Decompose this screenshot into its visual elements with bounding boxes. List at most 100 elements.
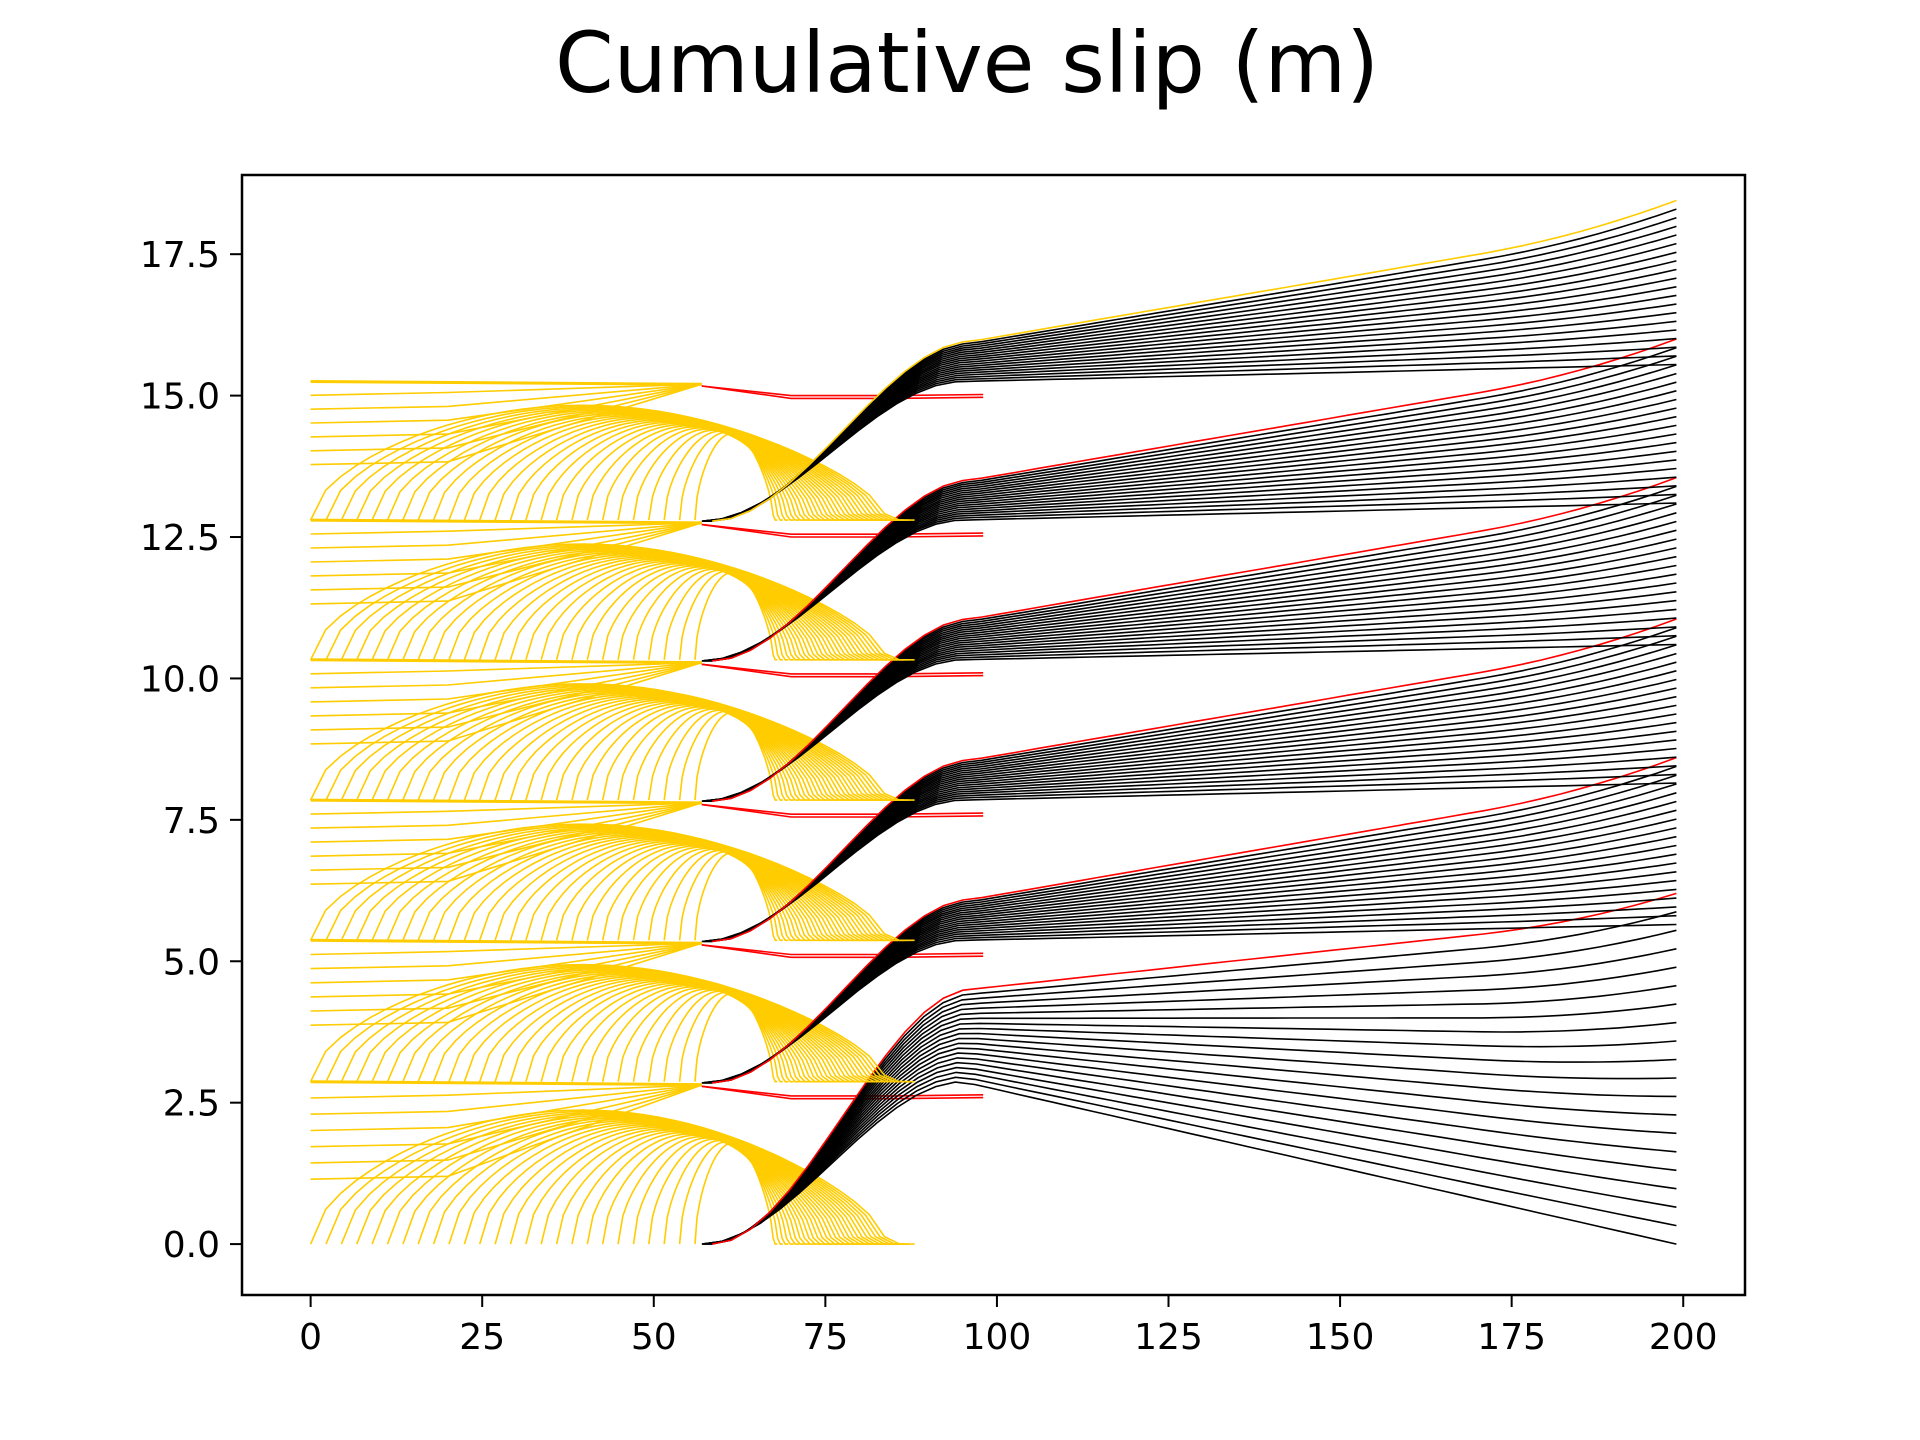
coseismic-flat-28 [310,1084,702,1148]
coseismic-flat-139 [310,802,702,843]
postseismic-line-312 [702,346,1677,522]
coseismic-flat-29 [310,1084,702,1132]
postseismic-line-37 [702,1071,1677,1245]
coseismic-line-80 [694,992,778,1083]
coseismic-flat-26 [310,1084,703,1180]
y-tick-label: 17.5 [140,235,220,276]
postseismic-line-326 [710,225,1677,522]
postseismic-line-45 [707,1032,1677,1245]
coseismic-line-135 [694,851,778,942]
coseismic-line-286 [478,416,855,521]
x-tick-label: 50 [631,1317,677,1358]
coseismic-line-172 [417,691,877,801]
coseismic-flat-192 [310,661,702,731]
coseismic-line-62 [417,971,877,1083]
postseismic-line-36 [702,1076,1677,1245]
earthquake-line-34 [701,1085,984,1100]
earthquake-line-144 [701,803,984,818]
postseismic-line-271 [710,364,1677,662]
postseismic-line-152 [705,721,1677,943]
postseismic-line-90 [701,923,1677,1084]
postseismic-line-49 [709,984,1677,1245]
coseismic-flat-302 [310,383,702,452]
coseismic-flat-305 [310,383,702,410]
y-tick-label: 0.0 [163,1225,220,1266]
coseismic-line-278 [355,407,899,521]
coseismic-line-281 [402,411,882,521]
postseismic-line-50 [709,966,1677,1245]
postseismic-line-161 [710,644,1677,943]
earthquake-line-308 [701,385,984,397]
earthquake-line-143 [701,803,984,815]
coseismic-line-279 [371,408,893,521]
coseismic-line-25 [694,1142,778,1245]
coseismic-top-197 [310,658,702,665]
coseismic-line-10 [463,1122,860,1245]
coseismic-line-190 [694,711,778,801]
postseismic-line-54 [711,892,1677,1245]
y-tick-label: 5.0 [163,942,220,983]
postseismic-line-257 [702,485,1677,662]
coseismic-flat-249 [310,522,702,563]
coseismic-flat-137 [310,802,702,871]
earthquake-line-33 [701,1085,984,1097]
y-axis: 0.0 2.5 5.0 7.5 10.0 12.5 15.0 17.5 [140,235,242,1266]
coseismic-line-223 [355,546,899,661]
coseismic-flat-83 [310,942,702,998]
coseismic-line-224 [371,547,893,661]
coseismic-flat-301 [310,383,703,466]
coseismic-line-116 [402,830,882,942]
postseismic-line-52 [710,929,1677,1245]
coseismic-flat-136 [310,802,703,885]
y-tick-label: 2.5 [163,1084,220,1125]
coseismic-line-61 [402,970,882,1083]
coseismic-line-168 [355,686,899,801]
coseismic-line-58 [355,967,899,1083]
postseismic-line-208 [706,573,1677,802]
coseismic-line-113 [355,826,899,942]
postseismic-line-47 [708,1021,1677,1245]
postseismic-line-44 [706,1037,1677,1245]
coseismic-flat-27 [310,1084,703,1164]
coseismic-flat-250 [310,522,702,549]
postseismic-line-51 [710,948,1677,1245]
coseismic-line-11 [478,1123,855,1245]
coseismic-line-226 [402,550,882,661]
postseismic-line-109 [711,756,1677,1084]
earthquake-line-309 [701,385,984,400]
coseismic-line-229 [448,553,866,661]
coseismic-flat-31 [310,1084,702,1099]
postseismic-line-48 [708,1003,1677,1245]
postseismic-line-92 [702,906,1677,1084]
earthquake-line-199 [701,663,984,678]
x-tick-label: 75 [802,1317,848,1358]
postseismic-line-201 [702,634,1677,802]
postseismic-line-202 [702,626,1677,802]
coseismic-flat-84 [310,942,702,984]
coseismic-flat-248 [310,522,702,577]
postseismic-line-41 [704,1052,1677,1245]
earthquake-line-88 [701,944,984,956]
coseismic-line-171 [402,689,882,801]
slip-lines [309,199,1677,1245]
earthquake-line-198 [701,663,984,675]
coseismic-flat-85 [310,942,702,970]
y-tick-label: 12.5 [140,518,220,559]
earthquake-line-254 [701,523,984,538]
coseismic-flat-195 [310,661,702,689]
y-tick-label: 10.0 [140,659,220,700]
coseismic-line-245 [694,571,778,661]
x-tick-label: 100 [963,1317,1032,1358]
coseismic-flat-246 [310,522,703,605]
coseismic-line-227 [417,551,877,661]
postseismic-line-94 [703,888,1677,1084]
coseismic-top-142 [310,798,702,805]
postseismic-line-325 [709,234,1677,522]
postseismic-line-43 [706,1042,1677,1245]
coseismic-line-13 [509,1126,844,1245]
x-axis: 0 25 50 75 100 125 150 175 200 [299,1295,1718,1358]
coseismic-line-282 [417,412,877,521]
coseismic-top-307 [310,380,702,386]
coseismic-line-114 [371,827,893,942]
